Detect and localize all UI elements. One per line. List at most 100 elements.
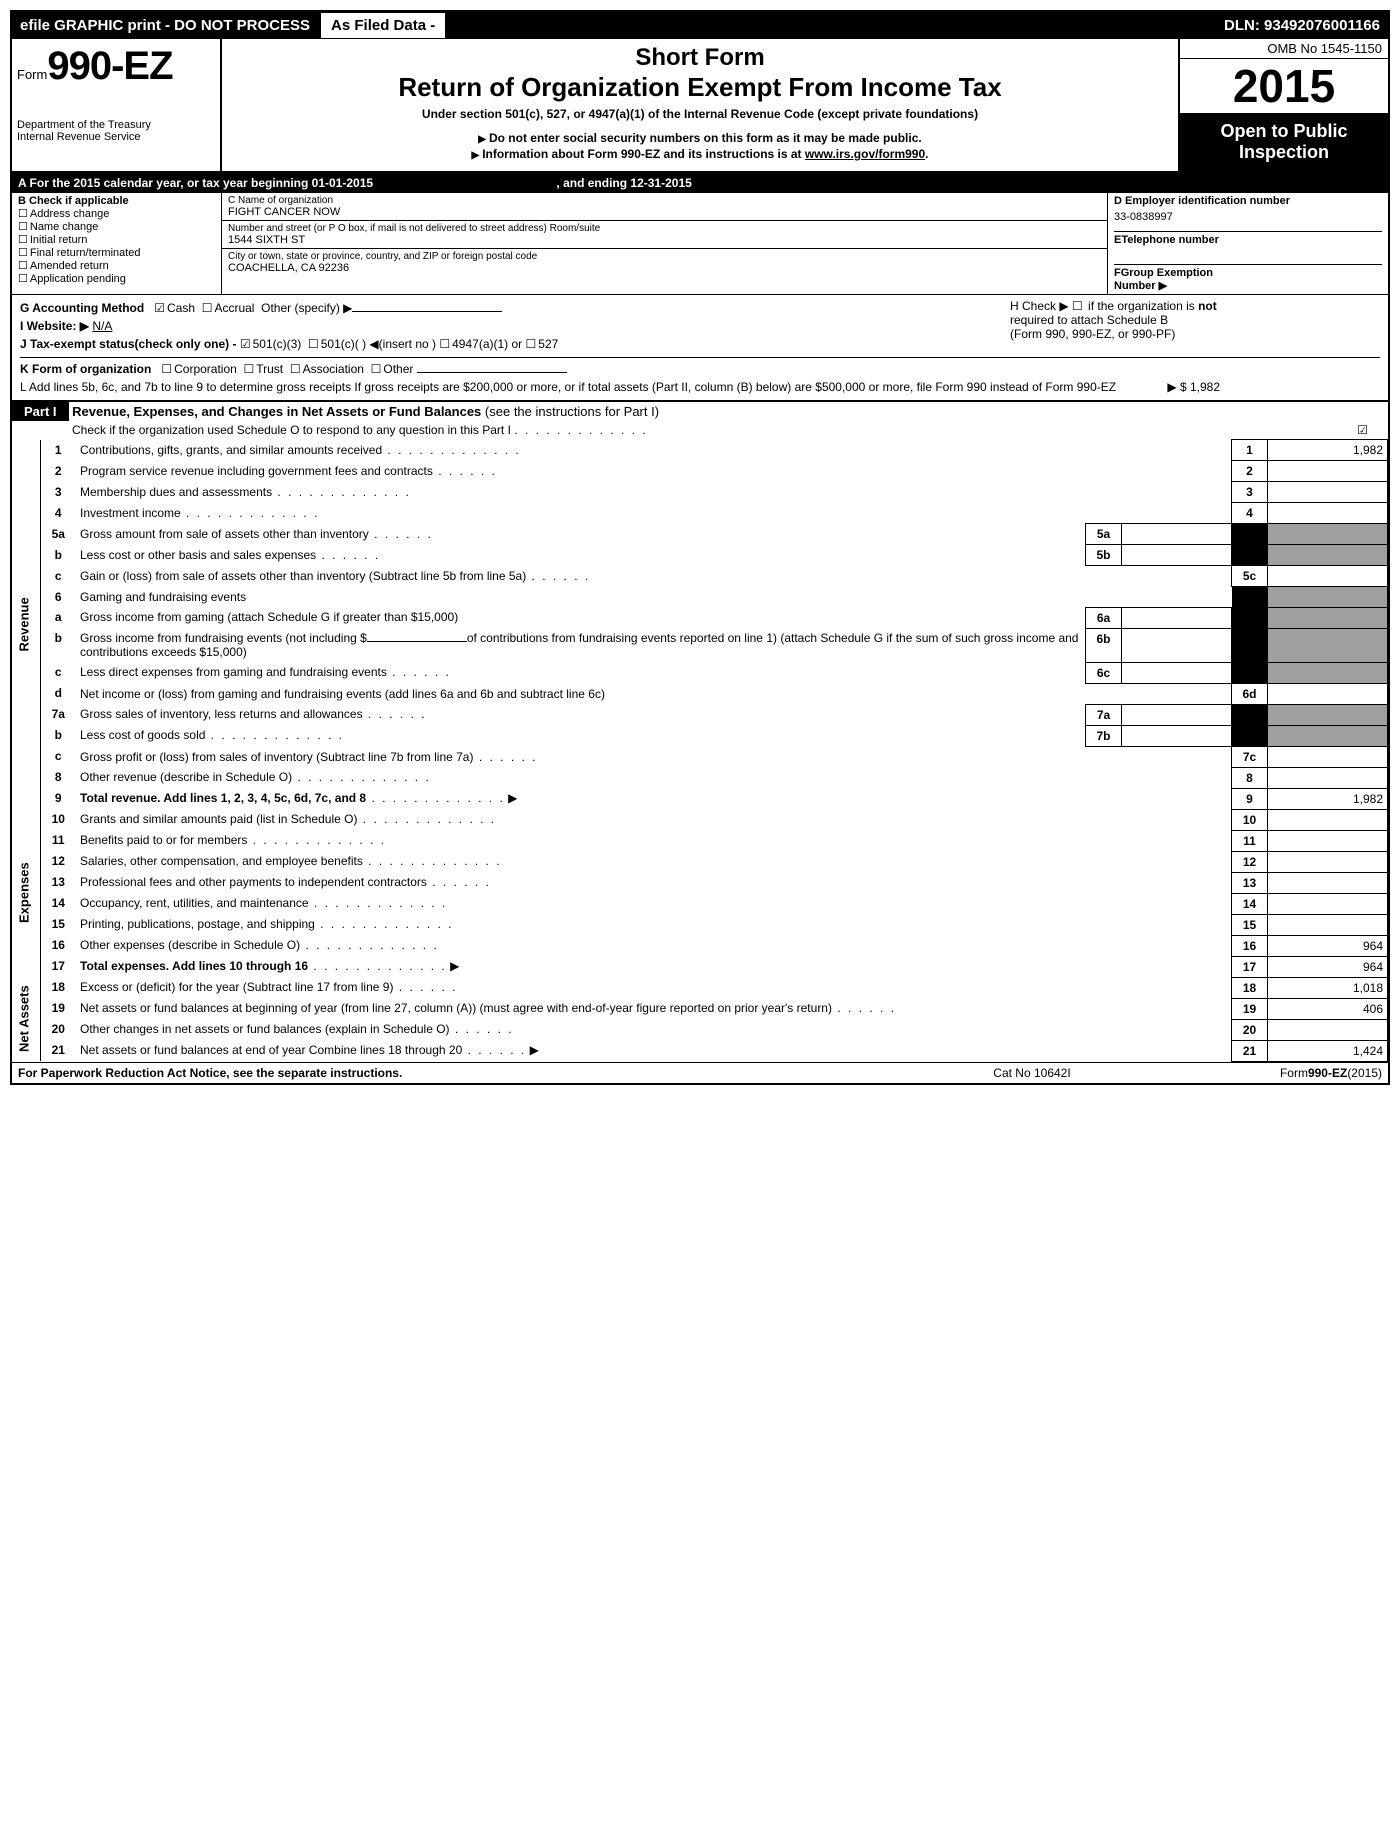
line-g-label: G Accounting Method [20, 301, 144, 315]
side-revenue: Revenue [12, 440, 40, 810]
l6b-desc-a: Gross income from fundraising events (no… [80, 631, 367, 645]
section-b-title: B Check if applicable [18, 195, 215, 207]
l21-desc: Net assets or fund balances at end of ye… [80, 1043, 462, 1057]
chk-schedule-o[interactable] [1357, 423, 1370, 437]
dept-treasury: Department of the Treasury [17, 119, 215, 131]
l9-desc: Total revenue. Add lines 1, 2, 3, 4, 5c,… [80, 791, 366, 805]
part1-hint: (see the instructions for Part I) [485, 404, 659, 419]
label-org-name: C Name of organization [228, 195, 1101, 206]
form-number: 990-EZ [47, 44, 172, 88]
chk-trust[interactable] [243, 362, 256, 376]
short-form-label: Short Form [232, 44, 1168, 72]
l19-desc: Net assets or fund balances at beginning… [80, 1001, 832, 1015]
l10-desc: Grants and similar amounts paid (list in… [80, 812, 357, 826]
chk-app-pending[interactable]: Application pending [18, 272, 215, 285]
tax-year: 2015 [1180, 59, 1388, 113]
section-b: B Check if applicable Address change Nam… [12, 193, 222, 294]
footer: For Paperwork Reduction Act Notice, see … [12, 1062, 1388, 1083]
chk-name-change[interactable]: Name change [18, 220, 215, 233]
chk-corp[interactable] [161, 362, 174, 376]
section-a-end: , and ending 12-31-2015 [556, 176, 691, 190]
l16-val: 964 [1268, 935, 1388, 956]
section-c: C Name of organization FIGHT CANCER NOW … [222, 193, 1108, 294]
line-i: I Website: ▶ N/A [20, 317, 1010, 335]
warn-info: Information about Form 990-EZ and its in… [232, 147, 1168, 161]
l20-desc: Other changes in net assets or fund bala… [80, 1022, 450, 1036]
line-g: G Accounting Method Cash Accrual Other (… [20, 299, 1010, 317]
l5b-desc: Less cost or other basis and sales expen… [80, 548, 316, 562]
chk-cash[interactable] [154, 301, 167, 315]
irs-link[interactable]: www.irs.gov/form990 [805, 147, 925, 161]
line-l-amount: $ 1,982 [1180, 380, 1220, 394]
line-k: K Form of organization Corporation Trust… [20, 357, 1380, 378]
l7c-desc: Gross profit or (loss) from sales of inv… [80, 750, 473, 764]
return-title: Return of Organization Exempt From Incom… [232, 72, 1168, 103]
l8-desc: Other revenue (describe in Schedule O) [80, 770, 292, 784]
chk-527[interactable] [526, 337, 539, 351]
part1-check-o: Check if the organization used Schedule … [12, 421, 1388, 439]
header-center: Short Form Return of Organization Exempt… [222, 39, 1178, 171]
part1-header: Part I Revenue, Expenses, and Changes in… [12, 400, 1388, 439]
l15-desc: Printing, publications, postage, and shi… [80, 917, 315, 931]
l6c-desc: Less direct expenses from gaming and fun… [80, 665, 387, 679]
l17-desc: Total expenses. Add lines 10 through 16 [80, 959, 308, 973]
l5c-desc: Gain or (loss) from sale of assets other… [80, 569, 526, 583]
warn-ssn: Do not enter social security numbers on … [232, 131, 1168, 145]
l14-desc: Occupancy, rent, utilities, and maintena… [80, 896, 309, 910]
warn-ssn-text: Do not enter social security numbers on … [489, 131, 922, 145]
open-public-2: Inspection [1239, 142, 1329, 162]
row-b-to-f: B Check if applicable Address change Nam… [12, 193, 1388, 295]
ein: 33-0838997 [1114, 211, 1382, 223]
header-left: Form990-EZ Department of the Treasury In… [12, 39, 222, 171]
l6d-desc: Net income or (loss) from gaming and fun… [80, 687, 605, 701]
l6a-desc: Gross income from gaming (attach Schedul… [80, 610, 458, 624]
chk-501c3[interactable] [240, 337, 253, 351]
label-addr: Number and street (or P O box, if mail i… [228, 223, 1101, 234]
lines-table: Revenue 1 Contributions, gifts, grants, … [12, 439, 1388, 1062]
chk-address-change[interactable]: Address change [18, 207, 215, 220]
l19-val: 406 [1268, 998, 1388, 1019]
chk-final-return[interactable]: Final return/terminated [18, 246, 215, 259]
chk-accrual[interactable] [202, 301, 215, 315]
mid-section: G Accounting Method Cash Accrual Other (… [12, 295, 1388, 400]
omb-number: OMB No 1545-1150 [1180, 39, 1388, 59]
label-ein: D Employer identification number [1114, 195, 1382, 207]
chk-other-org[interactable] [371, 362, 384, 376]
warn-info-text: Information about Form 990-EZ and its in… [482, 147, 805, 161]
l13-desc: Professional fees and other payments to … [80, 875, 427, 889]
topbar-asfiled: As Filed Data - [320, 12, 446, 39]
footer-right: Form990-EZ(2015) [1162, 1066, 1382, 1080]
l7b-desc: Less cost of goods sold [80, 728, 205, 742]
dept-irs: Internal Revenue Service [17, 131, 215, 143]
l6-desc: Gaming and fundraising events [80, 590, 246, 604]
footer-left: For Paperwork Reduction Act Notice, see … [18, 1066, 902, 1080]
l16-desc: Other expenses (describe in Schedule O) [80, 938, 300, 952]
l3-desc: Membership dues and assessments [80, 485, 272, 499]
label-city: City or town, state or province, country… [228, 251, 1101, 262]
header: Form990-EZ Department of the Treasury In… [12, 39, 1388, 173]
chk-501c[interactable] [308, 337, 321, 351]
side-expenses: Expenses [12, 809, 40, 977]
chk-no-schedule-b[interactable] [1072, 299, 1085, 313]
label-group-exempt: FGroup Exemption Number ▶ [1114, 264, 1382, 292]
part1-title: Revenue, Expenses, and Changes in Net As… [72, 404, 481, 419]
form-prefix: Form [17, 67, 47, 82]
org-city: COACHELLA, CA 92236 [228, 262, 1101, 274]
line-j-label: J Tax-exempt status(check only one) - [20, 337, 237, 351]
chk-initial-return[interactable]: Initial return [18, 233, 215, 246]
l18-val: 1,018 [1268, 977, 1388, 998]
footer-catno: Cat No 10642I [902, 1066, 1162, 1080]
l1-desc: Contributions, gifts, grants, and simila… [80, 443, 382, 457]
section-a: A For the 2015 calendar year, or tax yea… [12, 173, 1388, 193]
line-h: H Check ▶ if the organization is not req… [1010, 299, 1380, 353]
line-l-text: L Add lines 5b, 6c, and 7b to line 9 to … [20, 380, 1116, 394]
l4-desc: Investment income [80, 506, 181, 520]
l9-val: 1,982 [1268, 788, 1388, 809]
l17-val: 964 [1268, 956, 1388, 977]
chk-amended[interactable]: Amended return [18, 259, 215, 272]
org-addr: 1544 SIXTH ST [228, 234, 1101, 246]
l5a-desc: Gross amount from sale of assets other t… [80, 527, 369, 541]
chk-4947[interactable] [439, 337, 452, 351]
line-j: J Tax-exempt status(check only one) - 50… [20, 335, 1010, 353]
chk-assoc[interactable] [290, 362, 303, 376]
